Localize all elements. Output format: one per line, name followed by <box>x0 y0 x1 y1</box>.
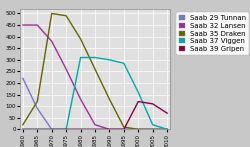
Legend: Saab 29 Tunnan, Saab 32 Lansen, Saab 35 Draken, Saab 37 Viggen, Saab 39 Gripen: Saab 29 Tunnan, Saab 32 Lansen, Saab 35 … <box>176 12 249 55</box>
